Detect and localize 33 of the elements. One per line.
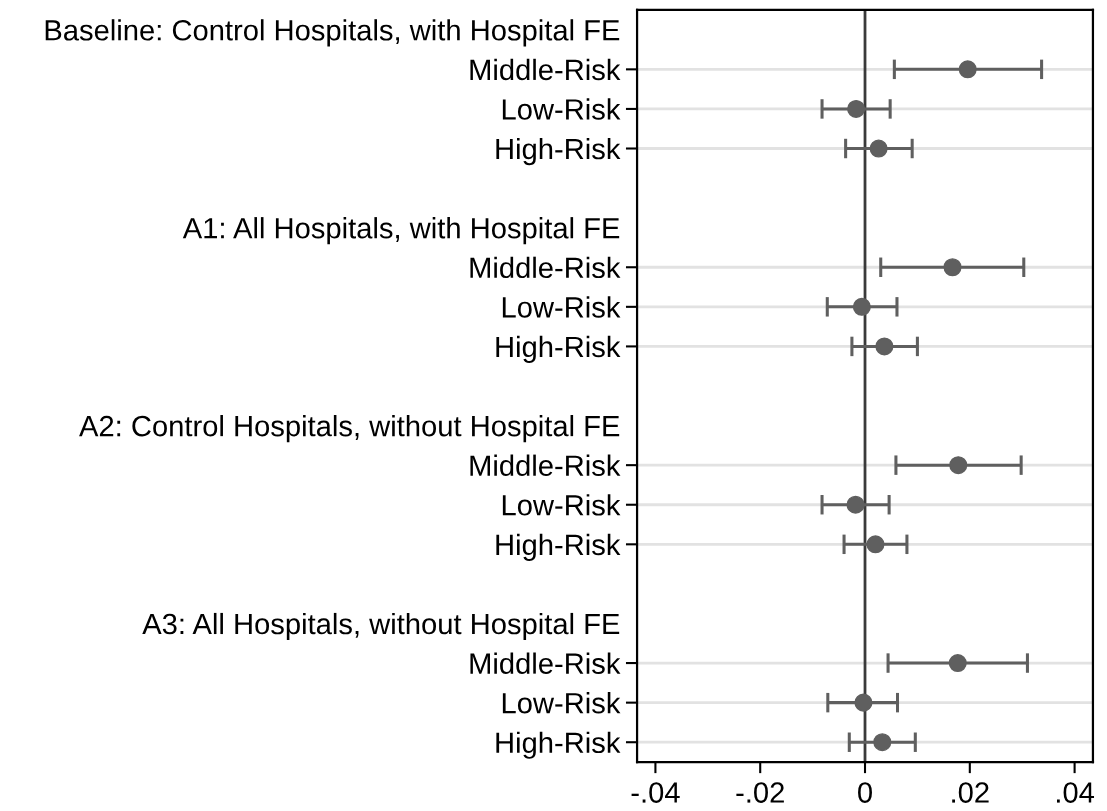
- point: [949, 456, 968, 475]
- y-tick-label: High-Risk: [496, 335, 621, 364]
- point: [948, 654, 967, 673]
- point: [943, 258, 962, 277]
- point: [869, 139, 888, 158]
- x-tick-label: 0: [858, 782, 872, 803]
- x-tick-label: .04: [1056, 782, 1095, 803]
- y-tick-label: High-Risk: [496, 731, 621, 759]
- y-tick-label: A2: Control Hospitals, without Hospital FE: [79, 415, 620, 443]
- y-tick-label: Middle-Risk: [470, 454, 621, 477]
- y-tick-label: Low-Risk: [502, 494, 621, 516]
- point: [852, 297, 871, 316]
- y-tick-label: High-Risk: [496, 137, 621, 166]
- y-tick-label: A3: All Hospitals, without Hospital FE: [142, 612, 620, 641]
- x-tick-label: -.02: [736, 782, 784, 803]
- x-tick-label: -.04: [631, 782, 680, 803]
- y-tick-label: Low-Risk: [502, 296, 621, 318]
- point: [875, 337, 894, 356]
- point: [846, 495, 865, 514]
- point: [847, 99, 866, 118]
- point: [854, 693, 873, 712]
- x-tick-label: .02: [952, 782, 989, 803]
- y-tick-label: Middle-Risk: [470, 58, 621, 81]
- y-tick-label: High-Risk: [496, 533, 621, 561]
- point: [873, 733, 892, 752]
- point: [958, 60, 977, 79]
- y-tick-label: Low-Risk: [502, 692, 621, 714]
- y-tick-label: Middle-Risk: [470, 256, 621, 279]
- y-tick-label: A1: All Hospitals, with Hospital FE: [182, 217, 620, 245]
- y-tick-label: Low-Risk: [502, 98, 621, 120]
- y-tick-label: Baseline: Control Hospitals, with Hospital FE: [45, 19, 620, 47]
- point: [866, 535, 885, 554]
- y-tick-label: Middle-Risk: [470, 652, 621, 674]
